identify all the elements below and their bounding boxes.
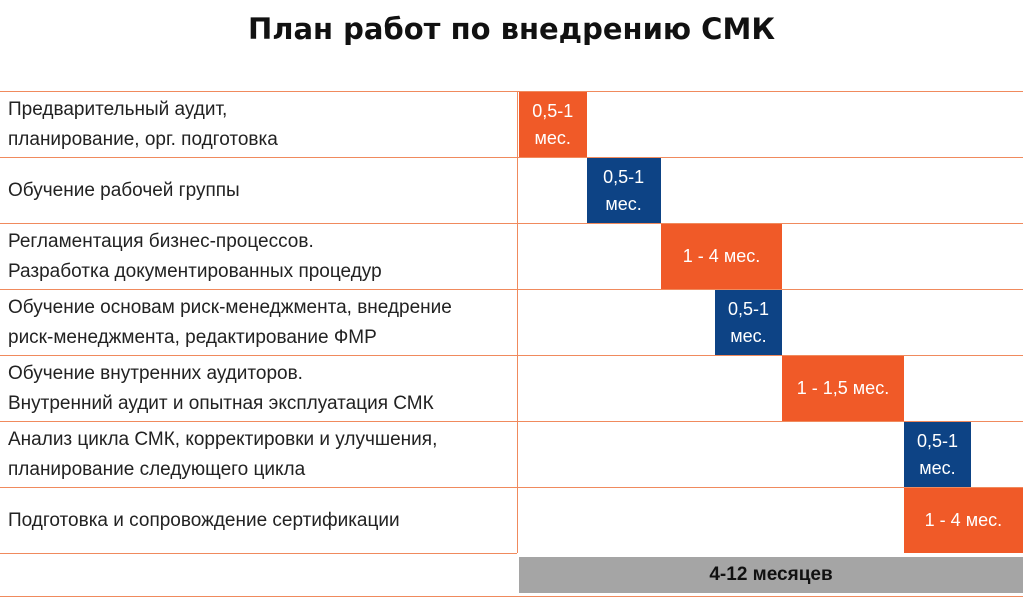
task-bar: 1 - 4 мес. [660, 224, 783, 289]
task-label: Регламентация бизнес-процессов. Разработ… [8, 230, 382, 282]
label-column-divider [517, 91, 518, 553]
task-bar: 0,5-1 мес. [903, 422, 972, 487]
task-bar: 0,5-1 мес. [586, 158, 661, 223]
chart-title: План работ по внедрению СМК [247, 12, 776, 46]
task-label: Обучение рабочей группы [8, 179, 240, 201]
task-label: Обучение основам риск-менеджмента, внедр… [8, 296, 452, 348]
row-divider [0, 355, 1023, 356]
task-bar: 0,5-1 мес. [714, 290, 783, 355]
task-bar: 0,5-1 мес. [519, 92, 587, 157]
total-duration-bar: 4-12 месяцев [519, 557, 1023, 593]
task-bar: 1 - 4 мес. [903, 488, 1023, 553]
task-label: Предварительный аудит, планирование, орг… [8, 98, 278, 150]
row-divider [0, 91, 1023, 92]
row-divider [0, 157, 1023, 158]
row-divider [0, 553, 517, 554]
row-divider [0, 289, 1023, 290]
row-divider [0, 223, 1023, 224]
row-divider [0, 487, 1023, 488]
row-divider [0, 596, 1023, 597]
task-label: Анализ цикла СМК, корректировки и улучше… [8, 428, 438, 480]
task-label: Подготовка и сопровождение сертификации [8, 509, 400, 531]
task-label: Обучение внутренних аудиторов. Внутренни… [8, 362, 434, 414]
task-bar: 1 - 1,5 мес. [782, 356, 904, 421]
row-divider [0, 421, 1023, 422]
total-duration-label: 4-12 месяцев [709, 564, 833, 585]
